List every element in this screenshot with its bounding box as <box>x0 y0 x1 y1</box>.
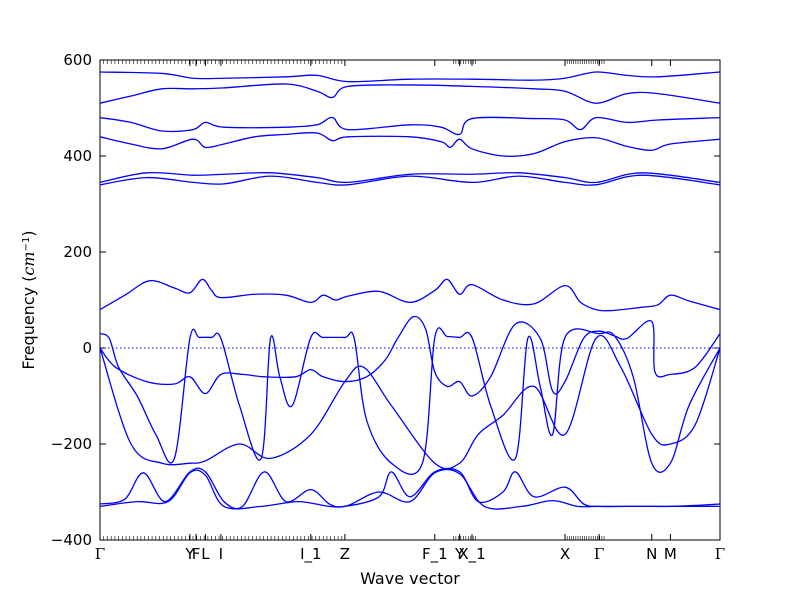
y-axis-label-exp: −1 <box>21 237 32 252</box>
x-tick-label: F_1 <box>422 545 448 564</box>
x-tick-label: Y <box>454 545 465 563</box>
x-tick-label: Γ <box>95 545 105 563</box>
x-tick-label: Γ <box>715 545 725 563</box>
band-line-1 <box>100 71 720 83</box>
y-axis-label-close: ) <box>19 230 38 236</box>
x-tick-label: N <box>646 545 657 563</box>
x-tick-label: I <box>219 545 223 563</box>
band-line-9 <box>100 335 720 470</box>
x-ticks: Γ YF L I I_1 Z F_1 YX_1 X Γ N M Γ <box>95 60 725 564</box>
x-tick-label: M <box>664 545 677 563</box>
band-line-5 <box>100 171 720 184</box>
x-tick-label: F <box>192 545 201 563</box>
band-series <box>100 71 720 510</box>
band-line-8 <box>100 327 720 475</box>
x-tick-label: X_1 <box>458 545 485 564</box>
x-tick-label: I_1 <box>300 545 321 564</box>
x-axis-label: Wave vector <box>360 569 460 588</box>
band-line-10 <box>100 315 720 397</box>
y-tick-label: 0 <box>82 339 92 357</box>
x-tick-label: Γ <box>594 545 604 563</box>
band-line-2 <box>100 83 720 104</box>
y-tick-label: −400 <box>51 531 92 549</box>
x-tick-label: Z <box>340 545 350 563</box>
y-ticks: −400 −200 0 200 400 600 <box>51 51 720 549</box>
band-line-4 <box>100 132 720 157</box>
y-tick-label: 400 <box>63 147 92 165</box>
band-line-12 <box>100 468 720 510</box>
x-tick-label: L <box>201 545 210 563</box>
y-axis-label: Frequency (cm−1) <box>19 230 38 369</box>
x-tick-label: X <box>560 545 570 563</box>
x-tick-label: Y <box>184 545 195 563</box>
y-axis-label-main: Frequency ( <box>19 276 38 370</box>
y-tick-label: 200 <box>63 243 92 261</box>
band-line-7 <box>100 278 720 312</box>
y-tick-label: −200 <box>51 435 92 453</box>
plot-frame <box>99 59 721 541</box>
y-axis-label-unit: cm <box>19 251 38 275</box>
y-tick-label: 600 <box>63 51 92 69</box>
band-line-6 <box>100 174 720 186</box>
band-line-3 <box>100 116 720 136</box>
